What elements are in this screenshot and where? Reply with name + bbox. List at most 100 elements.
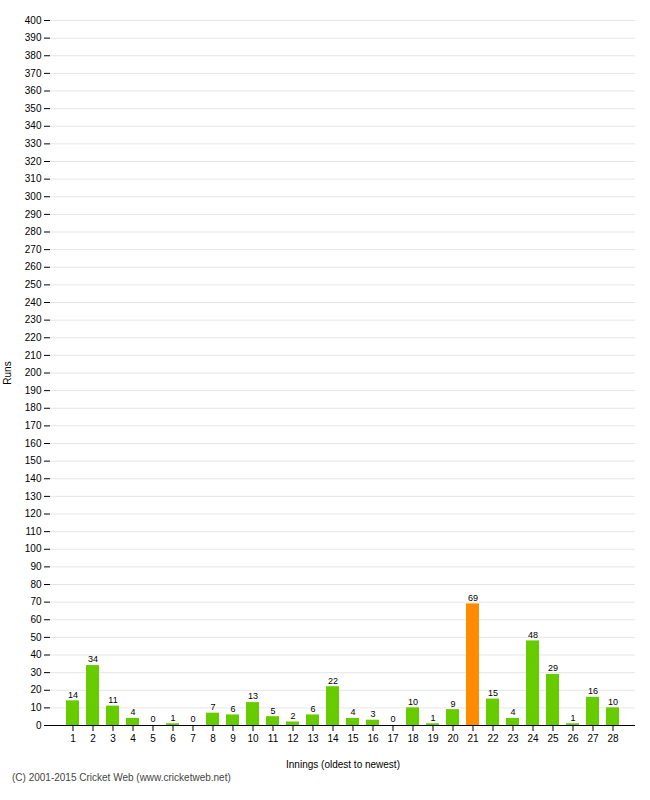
svg-text:2: 2 xyxy=(290,711,295,721)
svg-text:120: 120 xyxy=(25,508,42,519)
svg-text:0: 0 xyxy=(150,714,155,724)
svg-text:0: 0 xyxy=(390,714,395,724)
svg-text:21: 21 xyxy=(467,733,479,744)
svg-text:34: 34 xyxy=(88,654,98,664)
svg-text:250: 250 xyxy=(25,279,42,290)
svg-text:180: 180 xyxy=(25,402,42,413)
svg-text:11: 11 xyxy=(108,695,117,705)
html-text:(C) 2001-2015 Cricket Web (www: (C) 2001-2015 Cricket Web (www.cricketwe… xyxy=(12,772,231,783)
svg-text:360: 360 xyxy=(25,85,42,96)
svg-text:0: 0 xyxy=(190,714,195,724)
svg-text:24: 24 xyxy=(527,733,539,744)
svg-text:1: 1 xyxy=(430,713,435,723)
svg-text:19: 19 xyxy=(427,733,439,744)
svg-text:10: 10 xyxy=(247,733,259,744)
svg-text:28: 28 xyxy=(607,733,619,744)
svg-text:220: 220 xyxy=(25,332,42,343)
svg-text:150: 150 xyxy=(25,455,42,466)
svg-text:130: 130 xyxy=(25,491,42,502)
svg-text:7: 7 xyxy=(190,733,196,744)
svg-text:18: 18 xyxy=(407,733,419,744)
svg-text:6: 6 xyxy=(310,704,315,714)
svg-text:4: 4 xyxy=(510,707,515,717)
svg-text:240: 240 xyxy=(25,297,42,308)
svg-text:160: 160 xyxy=(25,438,42,449)
svg-text:1: 1 xyxy=(170,713,175,723)
svg-text:27: 27 xyxy=(587,733,599,744)
svg-text:7: 7 xyxy=(210,702,215,712)
svg-text:6: 6 xyxy=(230,704,235,714)
svg-text:14: 14 xyxy=(68,690,78,700)
svg-text:48: 48 xyxy=(528,630,538,640)
svg-text:100: 100 xyxy=(25,543,42,554)
svg-text:4: 4 xyxy=(130,707,135,717)
svg-text:15: 15 xyxy=(347,733,359,744)
svg-text:29: 29 xyxy=(548,663,558,673)
svg-text:5: 5 xyxy=(150,733,156,744)
svg-text:50: 50 xyxy=(30,632,42,643)
svg-text:280: 280 xyxy=(25,226,42,237)
svg-text:11: 11 xyxy=(268,733,279,744)
svg-text:9: 9 xyxy=(230,733,236,744)
svg-text:340: 340 xyxy=(25,120,42,131)
svg-text:70: 70 xyxy=(30,596,42,607)
svg-text:330: 330 xyxy=(25,138,42,149)
svg-text:69: 69 xyxy=(468,593,478,603)
svg-text:25: 25 xyxy=(547,733,559,744)
svg-text:16: 16 xyxy=(367,733,379,744)
svg-text:110: 110 xyxy=(26,526,42,537)
svg-text:170: 170 xyxy=(25,420,42,431)
svg-text:14: 14 xyxy=(327,733,339,744)
svg-text:4: 4 xyxy=(350,707,355,717)
svg-text:200: 200 xyxy=(25,367,42,378)
svg-text:5: 5 xyxy=(270,706,275,716)
svg-text:290: 290 xyxy=(25,209,42,220)
svg-text:26: 26 xyxy=(567,733,579,744)
svg-text:20: 20 xyxy=(30,684,42,695)
svg-text:390: 390 xyxy=(25,32,42,43)
svg-text:260: 260 xyxy=(25,261,42,272)
svg-text:60: 60 xyxy=(30,614,42,625)
svg-text:20: 20 xyxy=(447,733,459,744)
svg-text:3: 3 xyxy=(370,709,375,719)
svg-text:210: 210 xyxy=(25,350,42,361)
svg-text:400: 400 xyxy=(25,15,42,26)
svg-text:350: 350 xyxy=(25,103,42,114)
svg-text:1: 1 xyxy=(70,733,76,744)
svg-text:22: 22 xyxy=(487,733,499,744)
svg-text:370: 370 xyxy=(25,68,42,79)
svg-text:22: 22 xyxy=(328,676,338,686)
svg-text:230: 230 xyxy=(25,314,42,325)
svg-text:9: 9 xyxy=(450,699,455,709)
svg-text:Innings (oldest to newest): Innings (oldest to newest) xyxy=(286,759,400,770)
svg-text:23: 23 xyxy=(507,733,519,744)
svg-text:10: 10 xyxy=(408,697,418,707)
svg-text:15: 15 xyxy=(488,688,498,698)
svg-text:3: 3 xyxy=(110,733,116,744)
svg-text:4: 4 xyxy=(130,733,136,744)
svg-text:140: 140 xyxy=(25,473,42,484)
svg-text:380: 380 xyxy=(25,50,42,61)
svg-text:10: 10 xyxy=(30,702,42,713)
svg-text:17: 17 xyxy=(387,733,399,744)
svg-text:16: 16 xyxy=(588,686,598,696)
svg-text:190: 190 xyxy=(25,385,42,396)
svg-text:310: 310 xyxy=(25,173,42,184)
svg-text:80: 80 xyxy=(30,579,42,590)
svg-text:10: 10 xyxy=(608,697,618,707)
svg-text:90: 90 xyxy=(30,561,42,572)
svg-text:13: 13 xyxy=(307,733,319,744)
svg-text:Runs: Runs xyxy=(2,361,13,384)
svg-text:320: 320 xyxy=(25,156,42,167)
svg-text:1: 1 xyxy=(570,713,575,723)
svg-text:6: 6 xyxy=(170,733,176,744)
svg-text:12: 12 xyxy=(287,733,299,744)
svg-text:8: 8 xyxy=(210,733,216,744)
svg-text:270: 270 xyxy=(25,244,42,255)
svg-text:2: 2 xyxy=(90,733,96,744)
svg-text:13: 13 xyxy=(248,691,258,701)
svg-text:40: 40 xyxy=(30,649,42,660)
svg-text:300: 300 xyxy=(25,191,42,202)
svg-text:0: 0 xyxy=(36,720,42,731)
svg-text:30: 30 xyxy=(30,667,42,678)
